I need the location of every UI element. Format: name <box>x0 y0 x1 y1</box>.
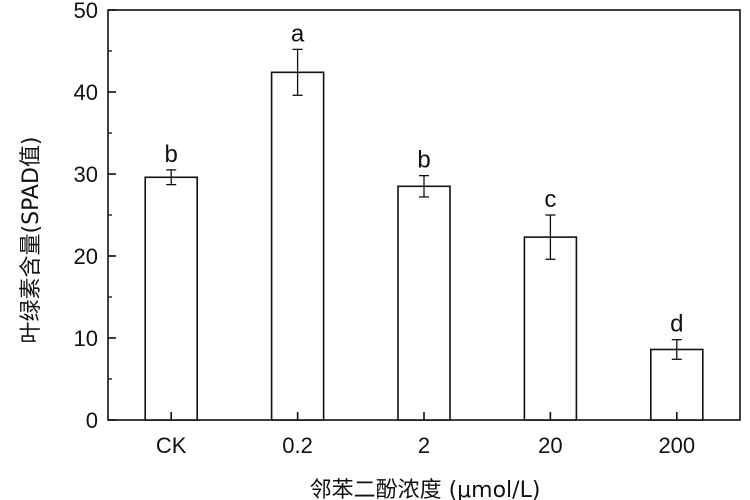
bar <box>144 176 198 421</box>
x-tick-label: CK <box>156 433 187 458</box>
bar <box>397 185 451 421</box>
x-tick-label: 2 <box>418 433 430 458</box>
significance-label: a <box>291 20 305 47</box>
x-tick-label: 0.2 <box>282 433 313 458</box>
x-tick-label: 200 <box>658 433 695 458</box>
y-tick-label: 20 <box>74 244 98 269</box>
y-tick-label: 40 <box>74 80 98 105</box>
x-axis-label: 邻苯二酚浓度 (μmol/L) <box>310 478 541 500</box>
y-tick-label: 50 <box>74 0 98 23</box>
significance-label: b <box>165 141 178 168</box>
bar <box>523 236 578 421</box>
plot-area: 0 10 20 30 40 50 b CK a 0.2 b 2 c 20 d 200 <box>74 0 741 458</box>
y-tick-label: 10 <box>74 326 98 351</box>
y-tick-label: 30 <box>74 162 98 187</box>
bar <box>270 71 325 421</box>
x-tick-label: 20 <box>538 433 562 458</box>
significance-label: b <box>417 147 430 174</box>
y-axis-label: 叶绿素含量(SPAD值) <box>19 137 44 344</box>
y-tick-label: 0 <box>86 408 98 433</box>
significance-label: c <box>544 186 556 213</box>
bar <box>649 348 704 421</box>
significance-label: d <box>670 311 683 338</box>
